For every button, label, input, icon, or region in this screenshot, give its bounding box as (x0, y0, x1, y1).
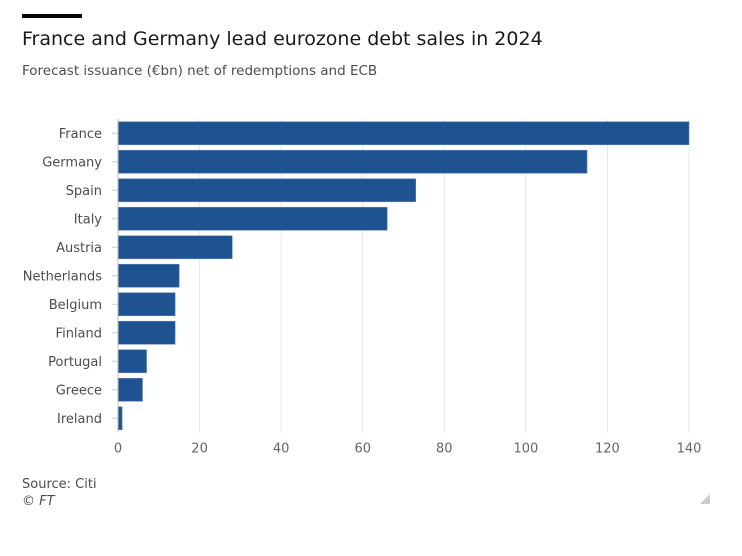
chart-subtitle: Forecast issuance (€bn) net of redemptio… (22, 63, 378, 79)
x-tick-label: 60 (354, 442, 371, 457)
category-label: Spain (66, 184, 102, 199)
category-label: Ireland (57, 412, 102, 427)
bar-germany (117, 149, 588, 174)
bar-austria (117, 235, 233, 260)
category-label: Netherlands (23, 269, 102, 284)
bar-italy (117, 206, 388, 231)
chart-title: France and Germany lead eurozone debt sa… (22, 28, 543, 50)
title-accent-bar (22, 14, 82, 18)
bar-spain (117, 178, 417, 203)
bar-greece (117, 377, 143, 402)
category-label: Austria (56, 241, 102, 256)
category-label: Portugal (48, 355, 102, 370)
source-note: Source: Citi (22, 477, 97, 492)
x-tick-label: 80 (436, 442, 453, 457)
bar-finland (117, 320, 176, 345)
category-label: France (59, 127, 102, 142)
bar-ireland (117, 406, 123, 431)
x-tick-label: 40 (273, 442, 290, 457)
category-label: Greece (56, 383, 102, 398)
x-tick-label: 120 (595, 442, 620, 457)
category-label: Germany (42, 155, 102, 170)
resize-handle-icon (700, 494, 710, 504)
category-label: Italy (74, 212, 103, 227)
x-tick-label: 100 (513, 442, 538, 457)
bar-portugal (117, 349, 147, 374)
bar-belgium (117, 292, 176, 317)
copyright-note: © FT (22, 494, 55, 509)
category-label: Belgium (49, 298, 102, 313)
category-label: Finland (56, 326, 102, 341)
x-tick-label: 20 (191, 442, 208, 457)
bar-netherlands (117, 263, 180, 288)
x-tick-label: 0 (114, 442, 122, 457)
bar-france (117, 121, 690, 146)
x-tick-label: 140 (677, 442, 702, 457)
